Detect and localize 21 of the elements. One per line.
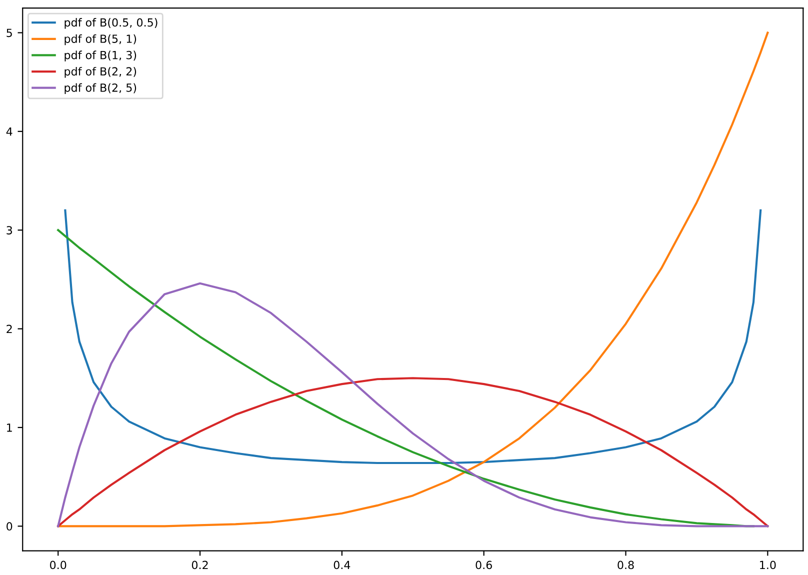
y-tick-label: 0 (6, 522, 12, 531)
legend-label: pdf of B(2, 5) (64, 83, 136, 94)
y-tick-label: 5 (6, 28, 12, 38)
x-tick-label: 0.2 (192, 560, 208, 570)
y-tick-label: 1 (7, 424, 12, 432)
line-series (57, 282, 769, 528)
line-series (57, 32, 769, 528)
y-tick-label: 2 (6, 324, 12, 334)
y-tick-label: 4 (6, 128, 12, 136)
legend-label: pdf of B(5, 1) (64, 34, 136, 46)
y-tick-label: 3 (6, 226, 12, 234)
x-tick-label: 1.0 (760, 560, 776, 570)
legend-label: pdf of B(2, 2) (64, 66, 136, 78)
legend-label: pdf of B(0.5, 0.5) (64, 18, 158, 29)
legend-label: pdf of B(1, 3) (64, 50, 136, 62)
x-tick-label: 0.4 (334, 560, 350, 570)
line-series (64, 209, 762, 464)
x-tick-label: 0.8 (618, 560, 634, 570)
x-tick-label: 0.0 (50, 560, 66, 570)
x-tick-label: 0.6 (476, 560, 492, 570)
line-series (57, 377, 769, 528)
